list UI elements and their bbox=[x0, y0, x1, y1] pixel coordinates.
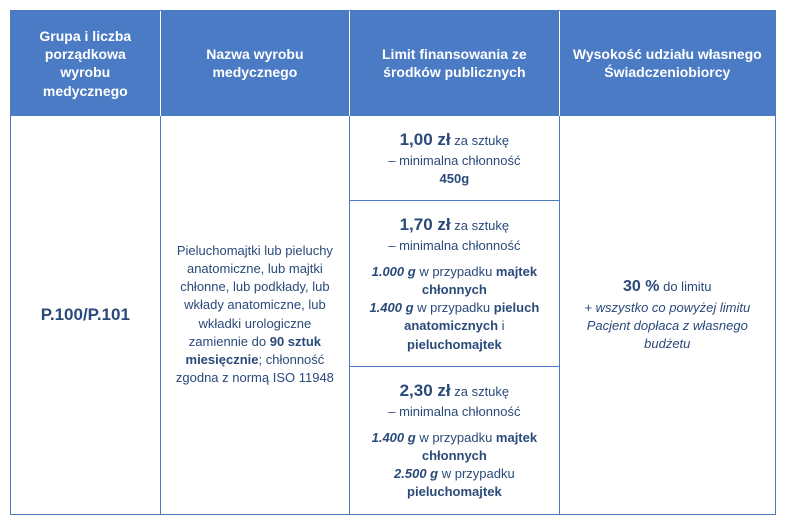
limit-tier-2: 1,70 zł za sztukę – minimalna chłonność … bbox=[350, 201, 558, 367]
tier3-min-label: – minimalna chłonność bbox=[388, 403, 520, 421]
tier2-d1-txt: w przypadku bbox=[416, 264, 496, 279]
tier3-d2-prod: pieluchomajtek bbox=[407, 484, 502, 499]
tier3-d1-val: 1.400 g bbox=[372, 430, 416, 445]
share-note: + wszystko co powyżej limitu Pacjent dop… bbox=[570, 299, 765, 354]
share-txt: do limitu bbox=[660, 279, 712, 294]
tier2-d2-prod2: pieluchomajtek bbox=[407, 337, 502, 352]
group-code: P.100/P.101 bbox=[41, 303, 130, 327]
tier2-d2-txt: w przypadku bbox=[414, 300, 494, 315]
tier2-price: 1,70 zł bbox=[400, 215, 451, 234]
cell-group: P.100/P.101 bbox=[11, 116, 161, 514]
tier2-min-label: – minimalna chłonność bbox=[388, 237, 520, 255]
product-description: Pieluchomajtki lub pieluchy anatomiczne,… bbox=[171, 242, 340, 388]
tier1-per: za sztukę bbox=[451, 133, 510, 148]
tier1-min-value: 450g bbox=[440, 170, 470, 188]
tier3-per: za sztukę bbox=[451, 384, 510, 399]
tier3-price: 2,30 zł bbox=[400, 381, 451, 400]
tier2-d2-and: i bbox=[498, 318, 505, 333]
tier1-price-line: 1,00 zł za sztukę bbox=[400, 128, 510, 152]
reimbursement-table: Grupa i liczba porządkowa wyrobu medyczn… bbox=[10, 10, 776, 515]
limit-tier-1: 1,00 zł za sztukę – minimalna chłonność … bbox=[350, 116, 558, 201]
share-pct: 30 % bbox=[623, 278, 659, 295]
tier2-per: za sztukę bbox=[451, 218, 510, 233]
tier2-price-line: 1,70 zł za sztukę bbox=[400, 213, 510, 237]
tier1-min-label: – minimalna chłonność bbox=[388, 152, 520, 170]
tier3-d1-txt: w przypadku bbox=[416, 430, 496, 445]
tier3-d2-val: 2.500 g bbox=[394, 466, 438, 481]
header-share: Wysokość udziału własnego Świadczeniobio… bbox=[560, 11, 775, 116]
table-header-row: Grupa i liczba porządkowa wyrobu medyczn… bbox=[11, 11, 775, 116]
cell-product: Pieluchomajtki lub pieluchy anatomiczne,… bbox=[161, 116, 351, 514]
tier3-detail-2: 2.500 g w przypadku pieluchomajtek bbox=[360, 465, 548, 501]
tier2-detail-1: 1.000 g w przypadku majtek chłonnych bbox=[360, 263, 548, 299]
tier2-d2-val: 1.400 g bbox=[369, 300, 413, 315]
limit-tier-3: 2,30 zł za sztukę – minimalna chłonność … bbox=[350, 367, 558, 514]
header-group: Grupa i liczba porządkowa wyrobu medyczn… bbox=[11, 11, 161, 116]
table-row: P.100/P.101 Pieluchomajtki lub pieluchy … bbox=[11, 116, 775, 514]
share-line: 30 % do limitu bbox=[623, 276, 712, 298]
header-limit: Limit finansowania ze środków publicznyc… bbox=[350, 11, 559, 116]
tier3-price-line: 2,30 zł za sztukę bbox=[400, 379, 510, 403]
tier2-detail-2: 1.400 g w przypadku pieluch anatomicznyc… bbox=[360, 299, 548, 354]
tier3-detail-1: 1.400 g w przypadku majtek chłonnych bbox=[360, 429, 548, 465]
tier3-d2-txt: w przypadku bbox=[438, 466, 515, 481]
header-product: Nazwa wyrobu medycznego bbox=[161, 11, 351, 116]
cell-share: 30 % do limitu + wszystko co powyżej lim… bbox=[560, 116, 775, 514]
tier1-price: 1,00 zł bbox=[400, 130, 451, 149]
cell-limits: 1,00 zł za sztukę – minimalna chłonność … bbox=[350, 116, 559, 514]
tier2-d1-val: 1.000 g bbox=[372, 264, 416, 279]
